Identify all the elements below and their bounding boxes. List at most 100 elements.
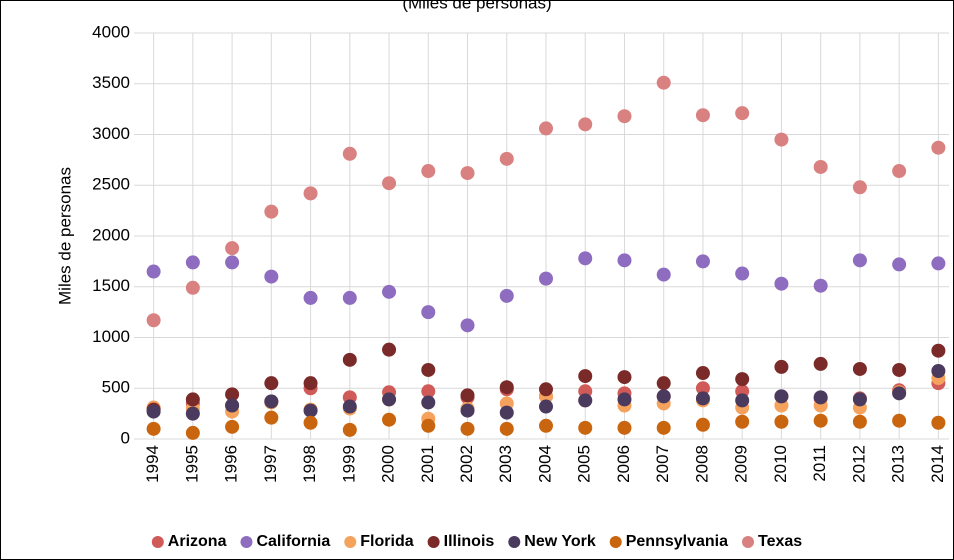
x-tick-label: 1998 bbox=[300, 445, 319, 483]
legend-swatch bbox=[344, 536, 357, 548]
point bbox=[617, 253, 632, 268]
point bbox=[892, 362, 907, 377]
x-tick-label: 2000 bbox=[379, 445, 398, 483]
point bbox=[617, 109, 632, 124]
point bbox=[617, 392, 632, 407]
point bbox=[225, 419, 240, 434]
legend-label: Arizona bbox=[168, 533, 227, 550]
point bbox=[421, 362, 436, 377]
point bbox=[813, 356, 828, 371]
point bbox=[774, 359, 789, 374]
point bbox=[421, 384, 436, 399]
point bbox=[813, 390, 828, 405]
point bbox=[499, 421, 514, 436]
x-tick-label: 2003 bbox=[496, 445, 515, 483]
y-axis-label: Miles de personas bbox=[55, 167, 74, 305]
point bbox=[225, 241, 240, 256]
point bbox=[382, 176, 397, 191]
point bbox=[695, 391, 710, 406]
point bbox=[656, 389, 671, 404]
point bbox=[931, 343, 946, 358]
legend-swatch bbox=[240, 536, 253, 548]
point bbox=[852, 392, 867, 407]
point bbox=[774, 414, 789, 429]
x-tick-label: 2002 bbox=[457, 445, 476, 483]
point bbox=[303, 403, 318, 418]
x-tick-label: 2013 bbox=[889, 445, 908, 483]
point bbox=[303, 186, 318, 201]
point bbox=[539, 418, 553, 433]
legend-swatch bbox=[742, 536, 755, 548]
point bbox=[578, 393, 593, 408]
y-tick-label: 500 bbox=[102, 378, 130, 397]
point bbox=[264, 376, 279, 391]
point bbox=[382, 342, 397, 357]
legend-label: Illinois bbox=[444, 533, 495, 550]
x-tick-label: 1995 bbox=[182, 445, 201, 483]
point bbox=[460, 403, 475, 418]
legend-label: California bbox=[256, 533, 330, 550]
x-tick-label: 1997 bbox=[261, 445, 280, 483]
x-tick-label: 2007 bbox=[653, 445, 672, 483]
legend-swatch bbox=[609, 536, 622, 548]
x-tick-label: 1994 bbox=[143, 445, 162, 483]
point bbox=[146, 421, 161, 436]
point bbox=[578, 420, 593, 435]
point bbox=[264, 394, 279, 409]
point bbox=[185, 406, 200, 421]
point bbox=[342, 422, 357, 437]
point bbox=[499, 380, 514, 395]
x-tick-label: 2001 bbox=[418, 445, 437, 483]
point bbox=[852, 361, 867, 376]
point bbox=[303, 415, 318, 430]
point bbox=[695, 381, 710, 396]
point bbox=[656, 420, 671, 435]
point bbox=[656, 75, 671, 90]
point bbox=[578, 369, 593, 384]
y-tick-label: 2000 bbox=[92, 225, 130, 244]
point bbox=[735, 414, 750, 429]
point bbox=[146, 264, 161, 279]
point bbox=[342, 399, 357, 414]
point bbox=[539, 399, 553, 414]
x-tick-label: 2006 bbox=[614, 445, 633, 483]
legend-swatch bbox=[427, 536, 440, 548]
point bbox=[146, 404, 161, 419]
y-tick-label: 2500 bbox=[92, 175, 130, 194]
x-tick-label: 2010 bbox=[771, 445, 790, 483]
point bbox=[774, 276, 789, 291]
point bbox=[931, 140, 946, 155]
legend: Arizona California Florida Illinois New York… bbox=[151, 533, 802, 550]
point bbox=[460, 388, 475, 403]
point bbox=[813, 413, 828, 428]
point bbox=[382, 392, 397, 407]
point bbox=[774, 389, 789, 404]
point bbox=[617, 370, 632, 385]
x-tick-label: 2004 bbox=[535, 445, 554, 483]
point bbox=[852, 253, 867, 268]
point bbox=[539, 121, 553, 136]
point bbox=[499, 405, 514, 420]
point bbox=[931, 363, 946, 378]
point bbox=[421, 418, 436, 433]
point bbox=[892, 386, 907, 401]
point bbox=[931, 415, 946, 430]
point bbox=[695, 366, 710, 381]
legend-swatch bbox=[151, 536, 164, 548]
y-tick-label: 1500 bbox=[92, 276, 130, 295]
point bbox=[225, 255, 240, 270]
point bbox=[774, 132, 789, 147]
point bbox=[264, 410, 279, 425]
point bbox=[499, 288, 514, 303]
point bbox=[382, 412, 397, 427]
point bbox=[735, 393, 750, 408]
point bbox=[264, 269, 279, 284]
y-tick-label: 0 bbox=[121, 428, 130, 447]
point bbox=[695, 108, 710, 123]
x-tick-label: 2008 bbox=[692, 445, 711, 483]
point bbox=[382, 284, 397, 299]
point bbox=[735, 372, 750, 387]
point bbox=[735, 106, 750, 121]
